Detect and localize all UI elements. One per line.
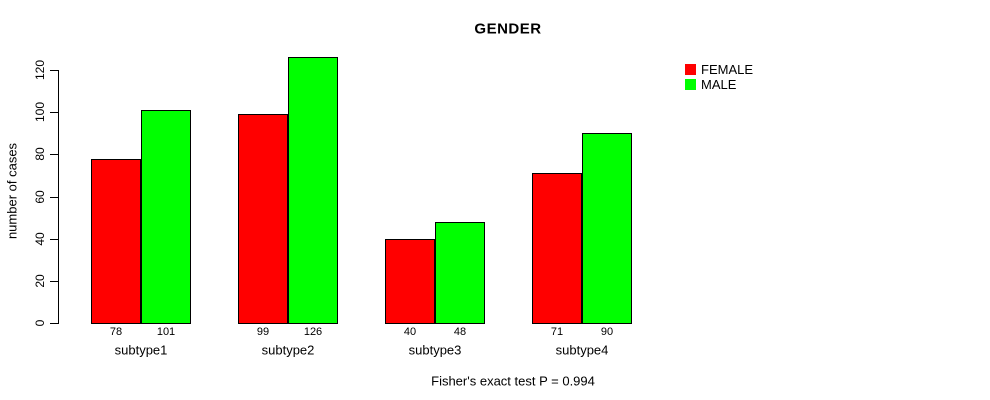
- bar-female-subtype1: [91, 158, 141, 324]
- male-swatch-icon: [685, 79, 696, 90]
- bar-value-label: 48: [453, 326, 467, 338]
- x-category-label: subtype3: [408, 342, 462, 358]
- y-axis-tick: [50, 197, 58, 198]
- bar-value-label: 99: [256, 326, 270, 338]
- y-axis-tick: [50, 70, 58, 71]
- y-axis-tick-label: 100: [33, 101, 47, 123]
- bar-value-label: 40: [403, 326, 417, 338]
- legend-item-female: FEMALE: [685, 62, 754, 77]
- y-axis-tick: [50, 281, 58, 282]
- y-axis-tick: [50, 239, 58, 240]
- y-axis-tick: [50, 154, 58, 155]
- y-axis-tick-label: 20: [33, 274, 47, 288]
- bar-male-subtype4: [582, 133, 632, 324]
- chart-title: GENDER: [474, 20, 542, 38]
- y-axis-tick: [50, 112, 58, 113]
- caption-text: Fisher's exact test P = 0.994: [431, 373, 595, 389]
- y-axis-tick-label: 0: [33, 319, 47, 327]
- x-category-label: subtype2: [261, 342, 315, 358]
- legend-label-female: FEMALE: [701, 62, 754, 77]
- bar-male-subtype1: [141, 110, 191, 324]
- y-axis-tick: [50, 323, 58, 324]
- legend: FEMALE MALE: [685, 62, 754, 92]
- bar-female-subtype3: [385, 238, 435, 324]
- bar-female-subtype4: [532, 173, 582, 324]
- bar-male-subtype3: [435, 221, 485, 324]
- legend-item-male: MALE: [685, 77, 753, 92]
- bar-value-label: 90: [600, 326, 614, 338]
- bar-male-subtype2: [288, 57, 338, 324]
- y-axis-tick-label: 120: [33, 59, 47, 81]
- bar-value-label: 126: [303, 326, 323, 338]
- y-axis-tick-label: 60: [33, 190, 47, 204]
- bar-value-label: 78: [109, 326, 123, 338]
- x-category-label: subtype1: [114, 342, 168, 358]
- female-swatch-icon: [685, 64, 696, 75]
- bar-female-subtype2: [238, 114, 288, 324]
- y-axis-tick-label: 80: [33, 147, 47, 161]
- y-axis-tick-label: 40: [33, 232, 47, 246]
- bar-value-label: 101: [156, 326, 176, 338]
- y-axis-line: [58, 70, 59, 324]
- bar-value-label: 71: [550, 326, 564, 338]
- legend-label-male: MALE: [701, 77, 737, 92]
- y-axis-label: number of cases: [4, 142, 20, 240]
- x-category-label: subtype4: [555, 342, 609, 358]
